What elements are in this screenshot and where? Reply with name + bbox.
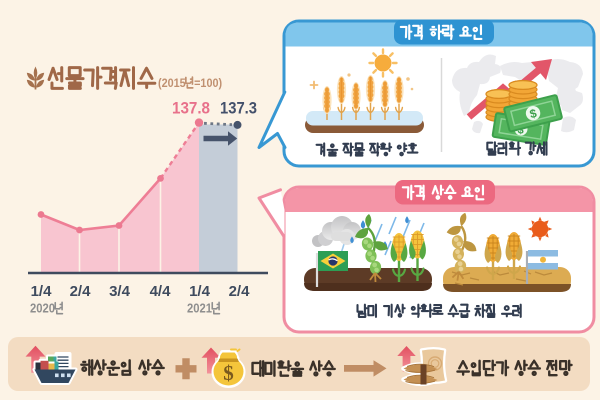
svg-text:1/4: 1/4 [189, 283, 211, 300]
svg-text:2020: 2020 [30, 301, 55, 315]
svg-text:2/4: 2/4 [70, 283, 92, 300]
svg-text:1/4: 1/4 [31, 283, 53, 300]
svg-text:2/4: 2/4 [229, 283, 251, 300]
svg-text:$: $ [528, 106, 538, 121]
svg-text:$: $ [517, 124, 525, 137]
svg-text:137.8: 137.8 [172, 100, 210, 118]
svg-text:2021: 2021 [187, 301, 212, 315]
svg-text:137.3: 137.3 [220, 100, 257, 118]
svg-text:$: $ [223, 361, 234, 385]
svg-text:3/4: 3/4 [109, 283, 131, 300]
svg-text:=100): =100) [194, 76, 222, 90]
svg-text:(2015: (2015 [158, 76, 186, 90]
svg-text:4/4: 4/4 [150, 283, 172, 300]
